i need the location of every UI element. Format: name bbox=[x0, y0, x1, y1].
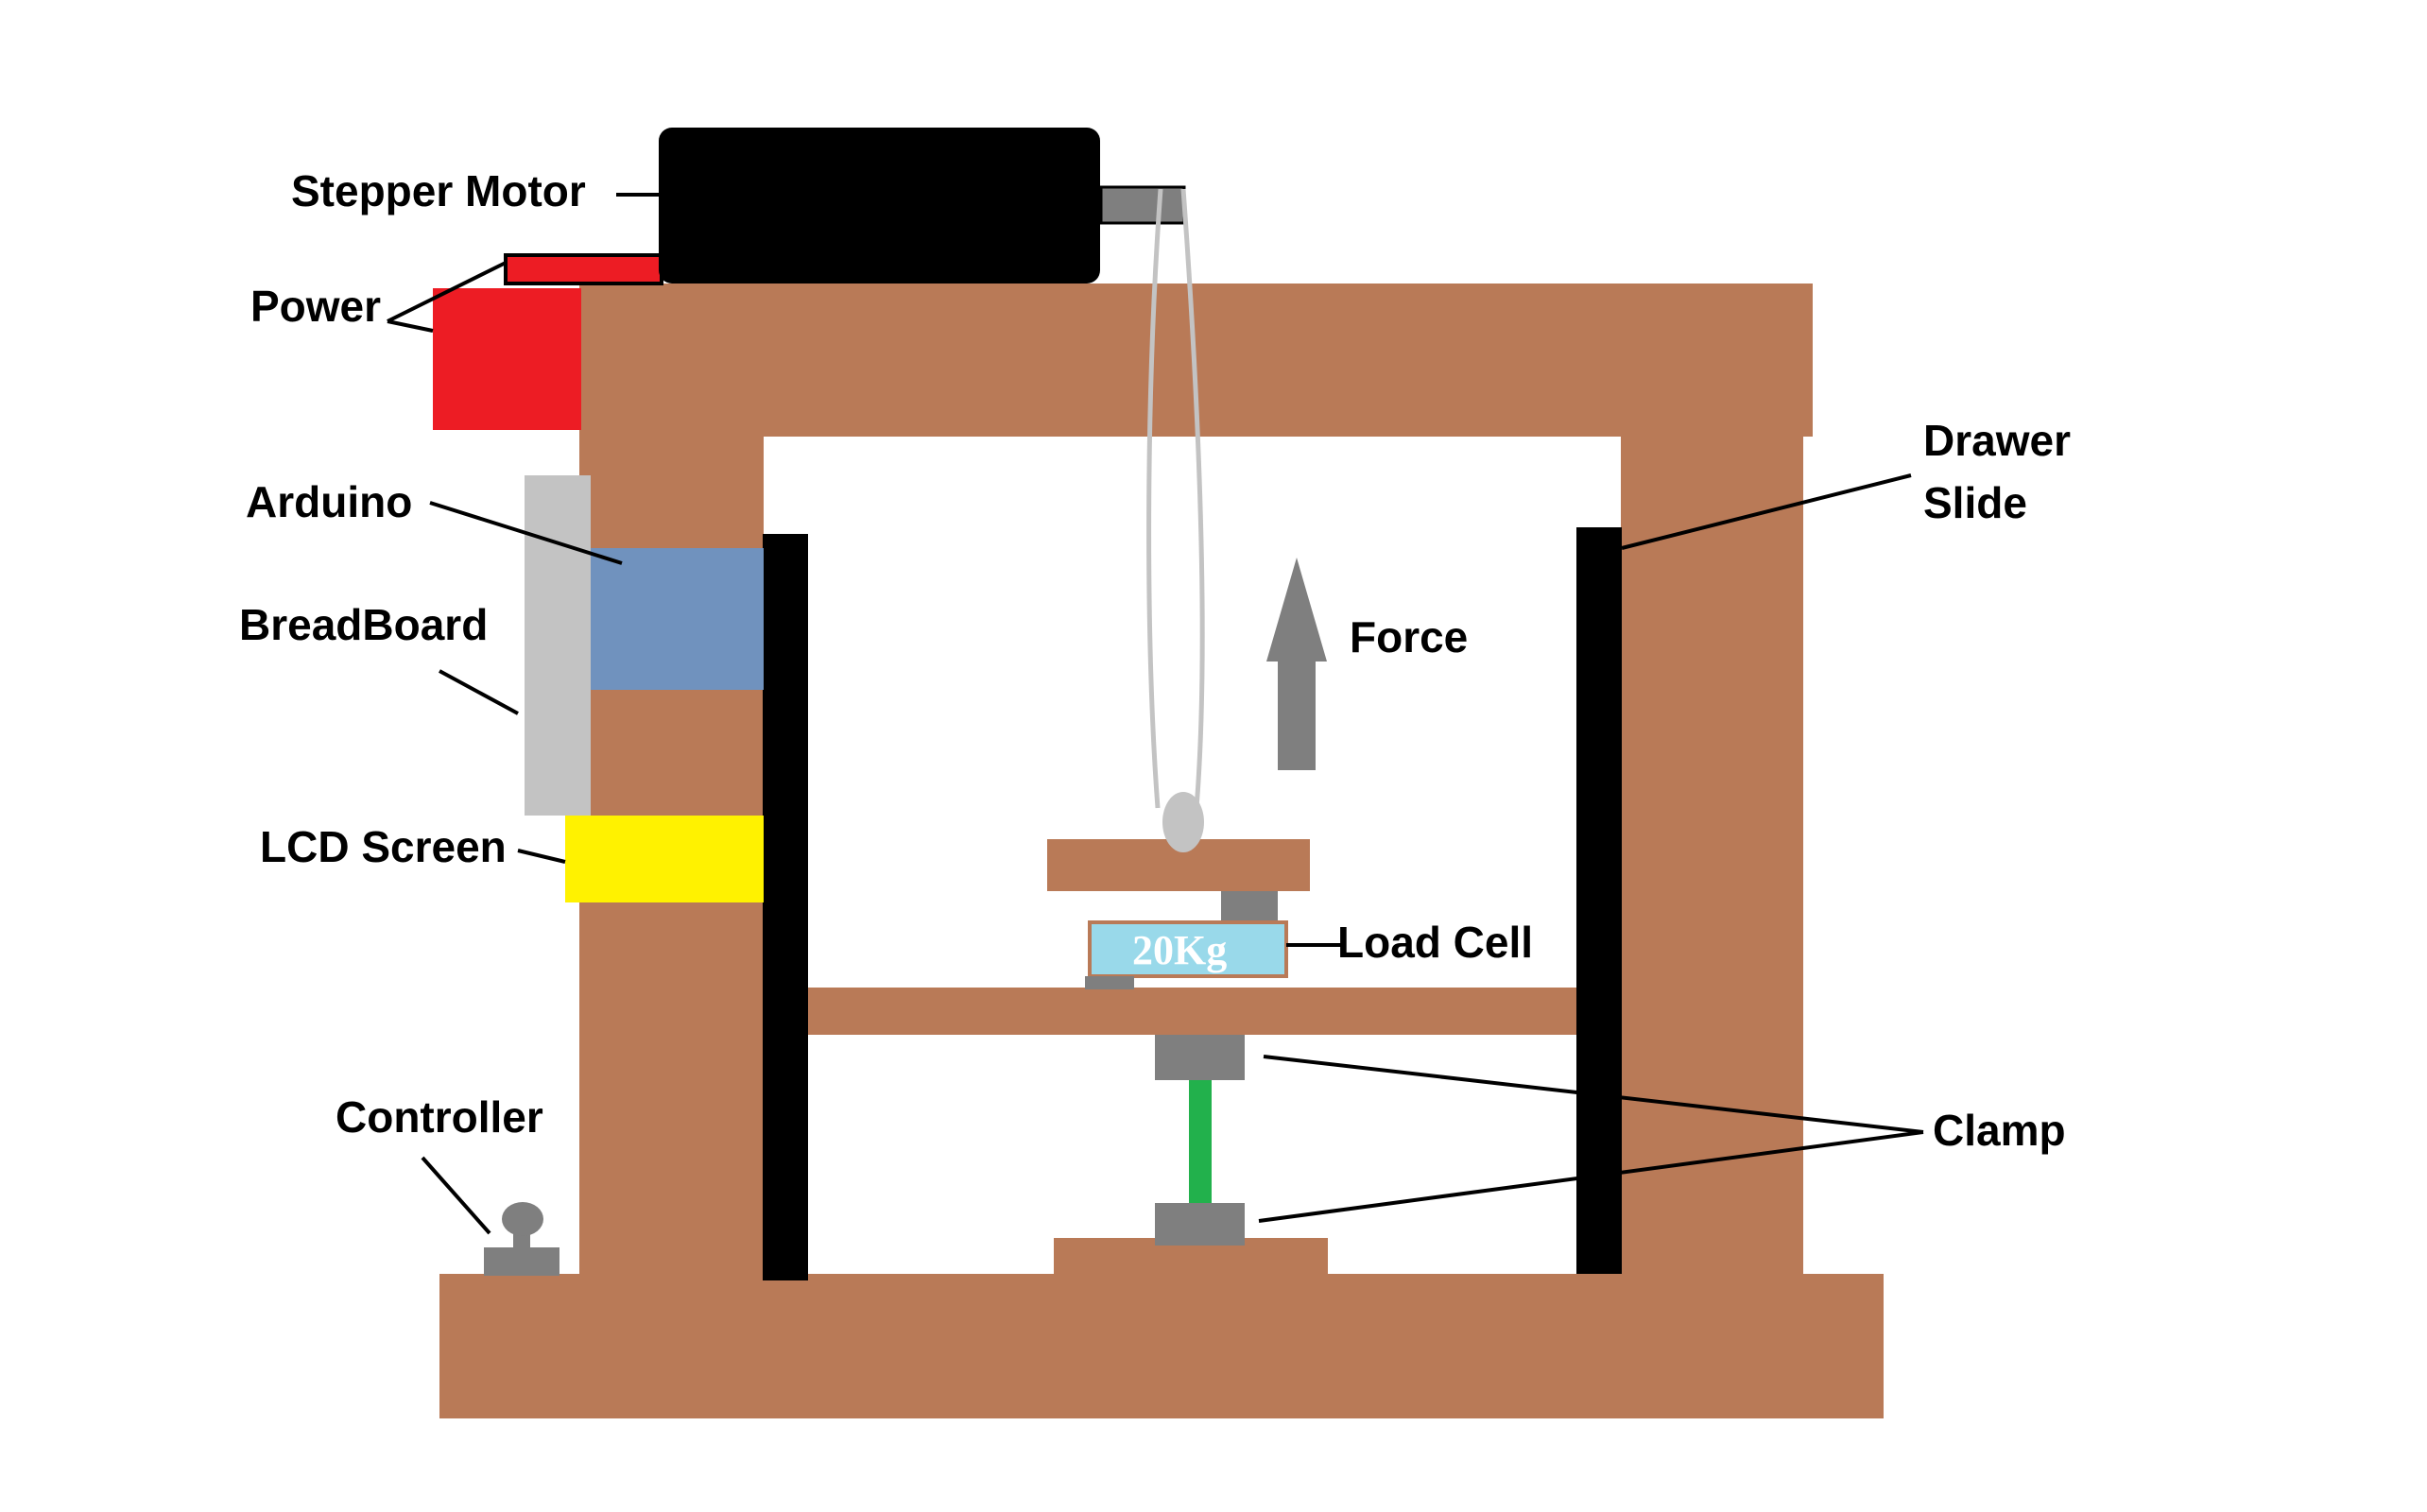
leader-breadboard bbox=[439, 669, 519, 715]
clamp-top bbox=[1155, 1035, 1245, 1080]
power-supply bbox=[433, 288, 581, 430]
frame-base bbox=[439, 1274, 1884, 1418]
label-drawer-slide-line1: Drawer bbox=[1923, 416, 2071, 465]
breadboard bbox=[525, 475, 591, 816]
label-load-cell: Load Cell bbox=[1337, 918, 1533, 967]
label-controller: Controller bbox=[336, 1092, 543, 1142]
leader-controller bbox=[421, 1156, 491, 1235]
string-hook bbox=[1162, 792, 1204, 852]
arduino bbox=[591, 548, 764, 690]
label-stepper-motor: Stepper Motor bbox=[291, 166, 586, 215]
load-cell-rating: 20Kg bbox=[1132, 927, 1227, 973]
stepper-motor bbox=[659, 128, 1100, 284]
label-power: Power bbox=[250, 282, 381, 331]
leader-lcd-screen bbox=[517, 849, 566, 864]
drawer-slide-left bbox=[763, 534, 808, 1280]
label-drawer-slide-line2: Slide bbox=[1923, 478, 2027, 527]
leader-clamp-bottom bbox=[1258, 1130, 1924, 1223]
drawer-slide-right bbox=[1576, 527, 1622, 1274]
power-cable bbox=[504, 253, 663, 285]
frame-left-post bbox=[579, 284, 764, 1276]
controller-knob bbox=[502, 1202, 543, 1236]
motor-shaft bbox=[1099, 185, 1186, 225]
load-cell-mount-top bbox=[1221, 891, 1278, 922]
crossbar bbox=[808, 988, 1576, 1035]
lcd-screen bbox=[565, 816, 764, 902]
label-lcd-screen: LCD Screen bbox=[260, 822, 507, 871]
force-arrow-icon bbox=[1266, 558, 1327, 770]
leader-power-2 bbox=[387, 319, 434, 333]
label-breadboard: BreadBoard bbox=[239, 600, 488, 649]
frame-right-post bbox=[1621, 437, 1803, 1276]
string bbox=[1146, 188, 1205, 809]
label-arduino: Arduino bbox=[246, 477, 412, 526]
label-clamp: Clamp bbox=[1933, 1106, 2066, 1155]
label-force: Force bbox=[1350, 612, 1468, 662]
clamp-bottom bbox=[1155, 1203, 1245, 1246]
leader-drawer-slide bbox=[1621, 473, 1912, 550]
leader-power-1 bbox=[387, 261, 507, 323]
leader-clamp-top bbox=[1263, 1055, 1924, 1134]
leader-arduino bbox=[429, 501, 623, 565]
load-cell bbox=[1088, 920, 1288, 978]
load-cell-mount-bottom bbox=[1085, 976, 1134, 989]
specimen bbox=[1189, 1080, 1212, 1203]
